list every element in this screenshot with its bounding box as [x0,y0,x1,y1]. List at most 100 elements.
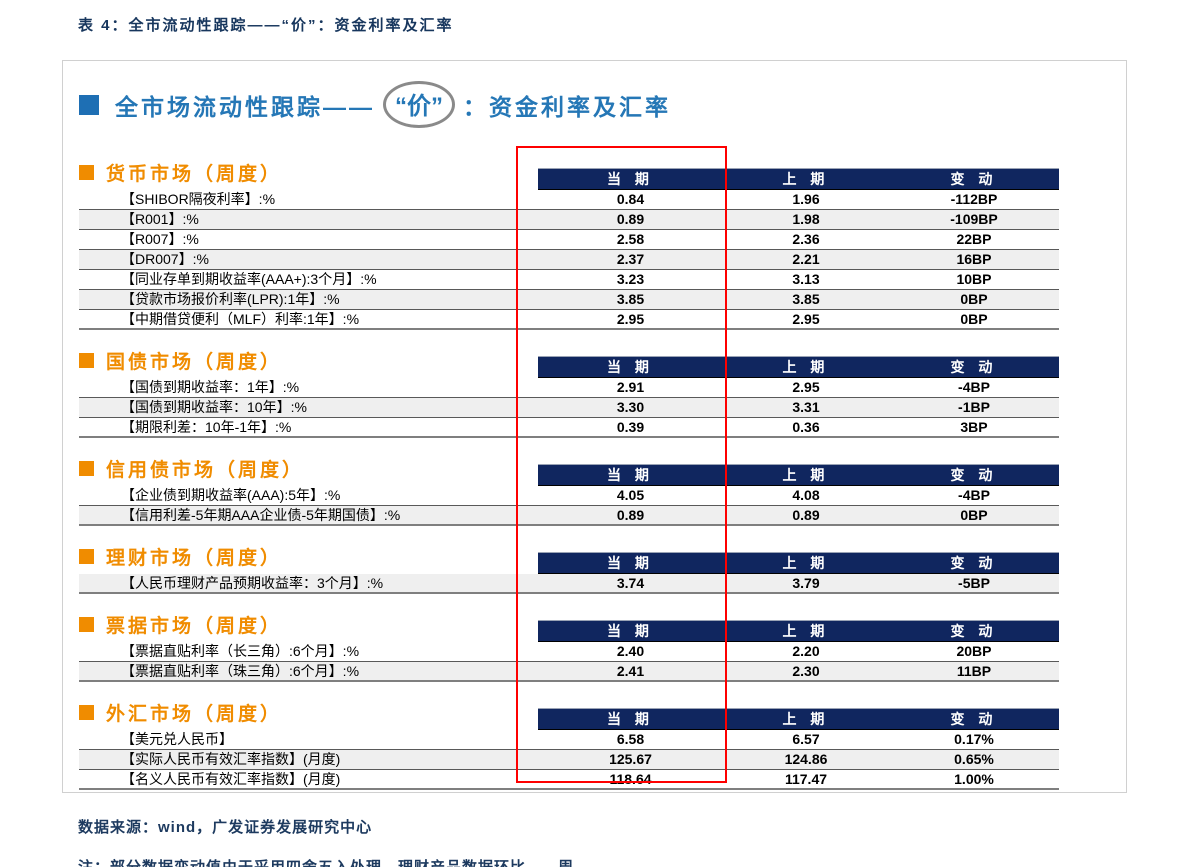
cell-change: 0BP [960,291,988,307]
cell-current: 6.58 [616,731,645,747]
market-section: 货币市场（周度） 当 期 上 期 变 动【SHIBOR隔夜利率】:% 0.84 1.96 -… [63,158,1126,330]
row-label: 【R007】:% [121,231,199,247]
footnote-clipped: 注：部分数据变动值由于采用四舍五入处理，理财产品数据环比——周 [78,856,574,867]
row-label: 【人民币理财产品预期收益率：3个月】:% [121,575,384,591]
cell-current: 0.89 [616,507,645,523]
cell-change: -109BP [950,211,998,227]
column-header-current: 当 期 [607,555,654,571]
main-title: 全市场流动性跟踪—— “价” ：资金利率及汇率 [79,81,1126,128]
column-header-bar: 当 期上 期变 动 [538,168,1059,190]
table-row: 【票据直贴利率（珠三角）:6个月】:% 2.41 2.30 11BP [79,662,1059,682]
column-header-bar: 当 期上 期变 动 [538,620,1059,642]
row-label: 【国债到期收益率：1年】:% [121,379,300,395]
cell-change: -4BP [958,487,990,503]
table-row: 【R007】:% 2.58 2.36 22BP [79,230,1059,250]
cell-current: 0.39 [616,419,645,435]
orange-square-bullet-icon [79,165,94,180]
row-label: 【中期借贷便利（MLF）利率:1年】:% [121,311,360,327]
table-row: 【贷款市场报价利率(LPR):1年】:% 3.85 3.85 0BP [79,290,1059,310]
cell-current: 3.30 [616,399,645,415]
row-label: 【名义人民币有效汇率指数】(月度) [121,771,341,787]
section-header-row: 票据市场（周度） 当 期 上 期 变 动 [79,610,1059,642]
table-row: 【同业存单到期收益率(AAA+):3个月】:% 3.23 3.13 10BP [79,270,1059,290]
cell-change: -112BP [950,191,998,207]
column-header-bar: 当 期上 期变 动 [538,464,1059,486]
cell-previous: 2.20 [792,643,820,659]
column-header-current: 当 期 [607,359,654,375]
column-header-change: 变 动 [950,711,998,727]
cell-previous: 3.13 [792,271,820,287]
column-header-bar: 当 期上 期变 动 [538,708,1059,730]
column-header-change: 变 动 [950,555,998,571]
section-title-label: 票据市场（周度） [106,616,283,637]
column-header-previous: 上 期 [782,171,830,187]
cell-previous: 2.95 [792,379,820,395]
orange-square-bullet-icon [79,549,94,564]
cell-current: 3.23 [616,271,645,287]
cell-change: 1.00% [954,771,994,787]
cell-change: 10BP [956,271,992,287]
column-header-previous: 上 期 [782,359,830,375]
row-label: 【票据直贴利率（珠三角）:6个月】:% [121,663,360,679]
cell-previous: 2.36 [792,231,820,247]
cell-current: 118.64 [609,771,652,787]
section-title-label: 理财市场（周度） [106,548,283,569]
section-title: 国债市场（周度） [79,347,538,374]
content-panel: 全市场流动性跟踪—— “价” ：资金利率及汇率 货币市场（周度）当 期上 期变 … [62,60,1127,793]
cell-change: 0BP [960,311,988,327]
column-header-change: 变 动 [950,359,998,375]
cell-change: 11BP [956,663,992,679]
column-header-bar: 当 期上 期变 动 [538,552,1059,574]
cell-change: 16BP [956,251,992,267]
cell-previous: 2.95 [792,311,820,327]
row-label: 【信用利差-5年期AAA企业债-5年期国债】:% [121,507,401,523]
cell-change: 0BP [960,507,988,523]
market-section: 票据市场（周度） 当 期 上 期 变 动【票据直贴利率（长三角）:6个月】:% 2.40… [63,610,1126,682]
cell-current: 0.89 [616,211,645,227]
orange-square-bullet-icon [79,617,94,632]
market-section: 理财市场（周度） 当 期 上 期 变 动【人民币理财产品预期收益率：3个月】:% 3.7… [63,542,1126,594]
cell-previous: 3.79 [792,575,820,591]
column-header-bar: 当 期上 期变 动 [538,356,1059,378]
row-label: 【贷款市场报价利率(LPR):1年】:% [121,291,340,307]
table-row: 【人民币理财产品预期收益率：3个月】:% 3.74 3.79 -5BP [79,574,1059,594]
table-row: 【实际人民币有效汇率指数】(月度) 125.67 124.86 0.65% [79,750,1059,770]
row-label: 【票据直贴利率（长三角）:6个月】:% [121,643,360,659]
table-row: 【DR007】:% 2.37 2.21 16BP [79,250,1059,270]
cell-change: 20BP [956,643,992,659]
cell-current: 3.74 [616,575,645,591]
table-row: 【国债到期收益率：1年】:% 2.91 2.95 -4BP [79,378,1059,398]
cell-change: -1BP [958,399,990,415]
sections-container: 货币市场（周度）当 期上 期变 动【SHIBOR隔夜利率】:% 0.84 1.96-… [63,158,1126,790]
column-header-current: 当 期 [607,711,654,727]
cell-current: 2.58 [616,231,645,247]
row-label: 【企业债到期收益率(AAA):5年】:% [121,487,341,503]
row-label: 【同业存单到期收益率(AAA+):3个月】:% [121,271,377,287]
cell-previous: 124.86 [784,751,828,767]
main-title-left: 全市场流动性跟踪—— [115,93,375,120]
orange-square-bullet-icon [79,461,94,476]
section-title-label: 国债市场（周度） [106,352,283,373]
row-label: 【美元兑人民币】 [121,731,233,747]
cell-previous: 6.57 [792,731,820,747]
cell-previous: 2.21 [792,251,820,267]
column-header-previous: 上 期 [782,623,830,639]
cell-previous: 1.96 [792,191,820,207]
cell-change: 0.17% [954,731,994,747]
row-label: 【DR007】:% [121,251,209,267]
market-section: 国债市场（周度） 当 期 上 期 变 动【国债到期收益率：1年】:% 2.91 2.95 -… [63,346,1126,438]
table-row: 【票据直贴利率（长三角）:6个月】:% 2.40 2.20 20BP [79,642,1059,662]
column-header-previous: 上 期 [782,555,830,571]
cell-previous: 117.47 [784,771,828,787]
section-title: 货币市场（周度） [79,159,538,186]
cell-change: 3BP [960,419,988,435]
row-label: 【实际人民币有效汇率指数】(月度) [121,751,341,767]
data-source: 数据来源：wind，广发证券发展研究中心 [78,819,373,836]
cell-change: 0.65% [954,751,994,767]
table-caption: 表 4：全市流动性跟踪——“价”：资金利率及汇率 [78,17,454,34]
table-row: 【美元兑人民币】 6.58 6.57 0.17% [79,730,1059,750]
market-section: 信用债市场（周度） 当 期 上 期 变 动【企业债到期收益率(AAA):5年】:% 4.… [63,454,1126,526]
cell-current: 2.41 [616,663,645,679]
cell-previous: 0.36 [792,419,820,435]
